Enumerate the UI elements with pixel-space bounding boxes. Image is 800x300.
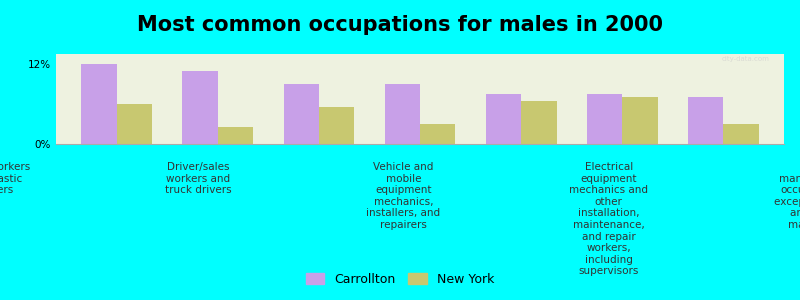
Bar [622,97,658,144]
Bar [182,71,218,144]
Text: Most common occupations for males in 2000: Most common occupations for males in 200… [137,15,663,35]
Text: Metal workers
and plastic
workers: Metal workers and plastic workers [0,162,30,195]
Bar [688,97,723,144]
Text: Electrical
equipment
mechanics and
other
installation,
maintenance,
and repair
w: Electrical equipment mechanics and other… [569,162,648,276]
Legend: Carrollton, New York: Carrollton, New York [301,268,499,291]
Bar [420,124,455,144]
Bar [82,64,117,144]
Text: Vehicle and
mobile
equipment
mechanics,
installers, and
repairers: Vehicle and mobile equipment mechanics, … [366,162,441,230]
Bar [486,94,521,144]
Bar [723,124,758,144]
Text: city-data.com: city-data.com [722,56,770,62]
Bar [385,84,420,144]
Text: Other
management
occupations,
except farmers
and farm
managers: Other management occupations, except far… [774,162,800,230]
Bar [521,101,557,144]
Bar [218,127,253,144]
Bar [283,84,319,144]
Bar [319,107,354,144]
Bar [587,94,622,144]
Bar [117,104,152,144]
Text: Driver/sales
workers and
truck drivers: Driver/sales workers and truck drivers [165,162,232,195]
